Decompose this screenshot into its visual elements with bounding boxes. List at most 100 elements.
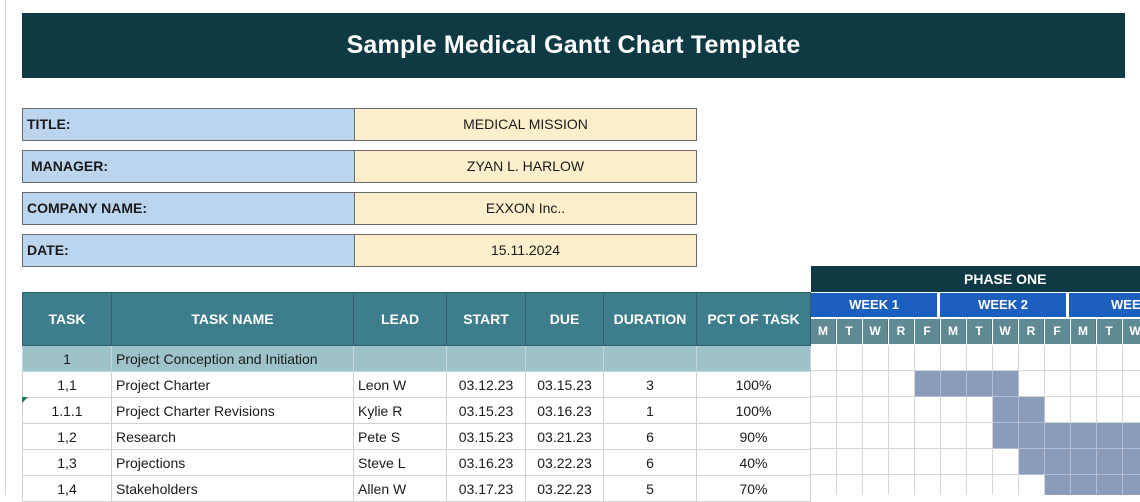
gantt-grid-cell[interactable]: [967, 345, 993, 371]
pct-cell[interactable]: 40%: [696, 449, 811, 476]
gantt-grid-cell[interactable]: [915, 423, 941, 449]
task-id-cell[interactable]: 1,3: [22, 449, 112, 476]
gantt-grid-cell[interactable]: [863, 397, 889, 423]
gantt-grid-cell[interactable]: [915, 475, 941, 495]
gantt-grid-cell[interactable]: [1097, 371, 1123, 397]
gantt-bar-cell[interactable]: [993, 423, 1019, 449]
gantt-grid-cell[interactable]: [889, 475, 915, 495]
gantt-bar-cell[interactable]: [941, 371, 967, 397]
gantt-bar-cell[interactable]: [967, 371, 993, 397]
info-value[interactable]: ZYAN L. HARLOW: [354, 150, 697, 183]
gantt-grid-cell[interactable]: [941, 475, 967, 495]
start-cell[interactable]: [446, 345, 526, 372]
gantt-grid-cell[interactable]: [811, 475, 837, 495]
gantt-bar-cell[interactable]: [915, 371, 941, 397]
lead-cell[interactable]: Leon W: [353, 371, 447, 398]
info-label[interactable]: TITLE:: [22, 108, 359, 141]
gantt-grid-cell[interactable]: [967, 397, 993, 423]
pct-cell[interactable]: 90%: [696, 423, 811, 450]
task-name-cell[interactable]: Stakeholders: [111, 475, 354, 502]
pct-cell[interactable]: 100%: [696, 397, 811, 424]
week-header[interactable]: WEEK 1: [811, 293, 939, 317]
gantt-grid-cell[interactable]: [837, 423, 863, 449]
day-header[interactable]: F: [1045, 319, 1070, 344]
column-header-task-name[interactable]: TASK NAME: [111, 292, 354, 346]
info-label[interactable]: MANAGER:: [22, 150, 359, 183]
gantt-grid-cell[interactable]: [889, 371, 915, 397]
pct-cell[interactable]: [696, 345, 811, 372]
column-header-lead[interactable]: LEAD: [353, 292, 447, 346]
gantt-bar-cell[interactable]: [993, 371, 1019, 397]
gantt-grid-cell[interactable]: [1019, 371, 1045, 397]
day-header[interactable]: M: [1071, 319, 1096, 344]
info-value[interactable]: 15.11.2024: [354, 234, 697, 267]
gantt-grid-cell[interactable]: [1019, 345, 1045, 371]
gantt-bar-cell[interactable]: [1123, 475, 1140, 495]
gantt-bar-cell[interactable]: [1123, 423, 1140, 449]
gantt-grid-cell[interactable]: [811, 423, 837, 449]
gantt-grid-cell[interactable]: [967, 449, 993, 475]
gantt-grid-cell[interactable]: [1071, 345, 1097, 371]
gantt-grid-cell[interactable]: [941, 397, 967, 423]
gantt-grid-cell[interactable]: [889, 423, 915, 449]
start-cell[interactable]: 03.16.23: [446, 449, 526, 476]
lead-cell[interactable]: Steve L: [353, 449, 447, 476]
info-label[interactable]: DATE:: [22, 234, 359, 267]
info-label[interactable]: COMPANY NAME:: [22, 192, 359, 225]
gantt-grid-cell[interactable]: [811, 371, 837, 397]
due-cell[interactable]: 03.16.23: [525, 397, 604, 424]
gantt-grid-cell[interactable]: [967, 475, 993, 495]
gantt-grid-cell[interactable]: [889, 345, 915, 371]
gantt-grid-cell[interactable]: [993, 449, 1019, 475]
duration-cell[interactable]: 6: [603, 449, 697, 476]
gantt-bar-cell[interactable]: [993, 397, 1019, 423]
gantt-bar-cell[interactable]: [1071, 475, 1097, 495]
start-cell[interactable]: 03.15.23: [446, 397, 526, 424]
due-cell[interactable]: 03.22.23: [525, 449, 604, 476]
duration-cell[interactable]: 5: [603, 475, 697, 502]
task-id-cell[interactable]: 1,4: [22, 475, 112, 502]
column-header-start[interactable]: START: [446, 292, 526, 346]
gantt-bar-cell[interactable]: [1123, 449, 1140, 475]
gantt-grid-cell[interactable]: [941, 423, 967, 449]
gantt-grid-cell[interactable]: [863, 371, 889, 397]
week-header[interactable]: WEEK 2: [940, 293, 1068, 317]
gantt-grid-cell[interactable]: [967, 423, 993, 449]
gantt-grid-cell[interactable]: [811, 449, 837, 475]
gantt-grid-cell[interactable]: [915, 449, 941, 475]
gantt-bar-cell[interactable]: [1045, 475, 1071, 495]
gantt-grid-cell[interactable]: [1045, 345, 1071, 371]
gantt-grid-cell[interactable]: [863, 449, 889, 475]
gantt-bar-cell[interactable]: [1097, 423, 1123, 449]
day-header[interactable]: W: [993, 319, 1018, 344]
due-cell[interactable]: 03.21.23: [525, 423, 604, 450]
gantt-grid-cell[interactable]: [837, 475, 863, 495]
gantt-bar-cell[interactable]: [1071, 423, 1097, 449]
gantt-grid-cell[interactable]: [1045, 397, 1071, 423]
gantt-grid-cell[interactable]: [941, 345, 967, 371]
gantt-grid-cell[interactable]: [915, 397, 941, 423]
gantt-grid-cell[interactable]: [1045, 371, 1071, 397]
gantt-grid-cell[interactable]: [993, 475, 1019, 495]
gantt-grid-cell[interactable]: [1097, 397, 1123, 423]
gantt-grid-cell[interactable]: [837, 371, 863, 397]
day-header[interactable]: R: [889, 319, 914, 344]
day-header[interactable]: T: [967, 319, 992, 344]
pct-cell[interactable]: 70%: [696, 475, 811, 502]
gantt-grid-cell[interactable]: [1123, 397, 1140, 423]
task-name-cell[interactable]: Research: [111, 423, 354, 450]
day-header[interactable]: T: [1097, 319, 1122, 344]
lead-cell[interactable]: Kylie R: [353, 397, 447, 424]
gantt-grid-cell[interactable]: [863, 423, 889, 449]
start-cell[interactable]: 03.15.23: [446, 423, 526, 450]
pct-cell[interactable]: 100%: [696, 371, 811, 398]
day-header[interactable]: F: [915, 319, 940, 344]
lead-cell[interactable]: [353, 345, 447, 372]
gantt-grid-cell[interactable]: [863, 345, 889, 371]
task-id-cell[interactable]: 1.1.1: [22, 397, 112, 424]
gantt-grid-cell[interactable]: [837, 345, 863, 371]
duration-cell[interactable]: 3: [603, 371, 697, 398]
day-header[interactable]: W: [863, 319, 888, 344]
day-header[interactable]: T: [837, 319, 862, 344]
gantt-grid-cell[interactable]: [1123, 345, 1140, 371]
